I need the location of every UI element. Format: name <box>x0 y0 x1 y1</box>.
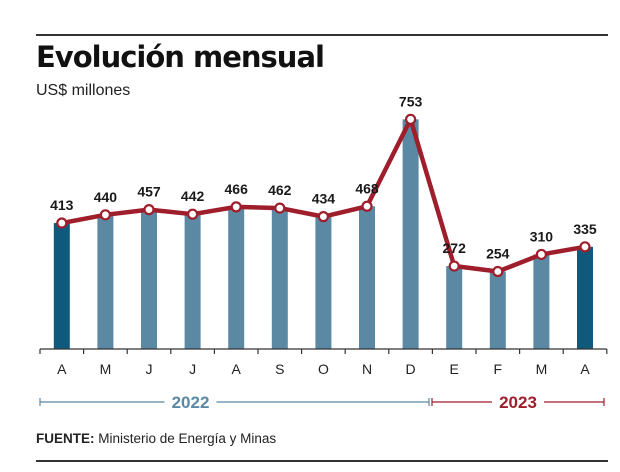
trend-point-8 <box>361 200 373 212</box>
trend-point-2 <box>99 209 112 221</box>
bar-12 <box>533 254 550 349</box>
x-tick-label: O <box>318 361 329 377</box>
x-tick-label: N <box>362 361 372 377</box>
source-text: Ministerio de Energía y Minas <box>98 431 277 446</box>
top-rule <box>36 34 608 36</box>
value-label-11: 254 <box>486 246 510 262</box>
x-tick-label: J <box>146 361 153 377</box>
value-label-3: 457 <box>137 184 161 200</box>
x-tick-label: S <box>275 361 284 377</box>
trend-point-12 <box>535 248 548 261</box>
bar-4 <box>184 214 201 349</box>
bar-3 <box>141 209 157 349</box>
source-note: FUENTE: Ministerio de Energía y Minas <box>36 431 276 446</box>
trend-point-6 <box>274 202 286 214</box>
bar-1 <box>53 223 70 349</box>
bar-9 <box>402 119 419 350</box>
year-brackets: 2022 2023 <box>39 393 605 412</box>
value-label-6: 462 <box>268 182 292 198</box>
bottom-rule <box>36 460 608 462</box>
x-tick-label: A <box>580 361 590 377</box>
trend-point-13 <box>579 241 591 253</box>
trend-point-5 <box>230 201 242 213</box>
x-tick-label: A <box>232 361 242 377</box>
trend-point-11 <box>492 265 504 278</box>
x-tick-label: J <box>189 361 196 377</box>
value-label-10: 272 <box>443 240 467 256</box>
value-label-8: 468 <box>355 180 379 196</box>
year-label-2023: 2023 <box>499 393 537 412</box>
trend-point-3 <box>143 204 155 216</box>
value-label-12: 310 <box>530 228 554 244</box>
trend-points <box>56 113 591 278</box>
bar-7 <box>315 216 332 349</box>
value-label-5: 466 <box>225 181 249 197</box>
bar-11 <box>489 271 506 349</box>
value-label-2: 440 <box>94 189 118 205</box>
chart-title: Evolución mensual <box>36 40 325 74</box>
value-label-9: 753 <box>399 93 423 109</box>
units-label: US$ millones <box>36 82 131 99</box>
bar-10 <box>446 266 463 349</box>
value-label-13: 335 <box>573 221 597 237</box>
x-tick-label: E <box>450 361 459 377</box>
bars-group <box>53 119 593 350</box>
bar-2 <box>97 214 114 349</box>
source-label: FUENTE: <box>36 431 95 446</box>
x-tick-label: M <box>536 361 548 377</box>
x-tick-label: A <box>57 361 67 377</box>
trend-point-10 <box>448 260 460 272</box>
trend-point-4 <box>187 208 199 220</box>
bar-13 <box>577 246 593 349</box>
trend-point-9 <box>405 113 417 125</box>
x-tick-label: F <box>494 361 503 377</box>
x-tick-label: D <box>406 361 416 377</box>
value-label-1: 413 <box>50 197 74 213</box>
value-label-4: 442 <box>181 188 205 204</box>
year-label-2022: 2022 <box>172 393 210 412</box>
value-label-7: 434 <box>312 191 336 207</box>
bar-5 <box>228 206 245 349</box>
x-tick-label: M <box>100 361 112 377</box>
trend-point-7 <box>317 211 329 223</box>
bar-8 <box>359 206 375 349</box>
value-labels: 413 440 457 442 466 462 434 468 753 272 254 310 335 <box>50 93 597 261</box>
trend-point-1 <box>56 217 68 229</box>
bar-6 <box>271 208 288 349</box>
